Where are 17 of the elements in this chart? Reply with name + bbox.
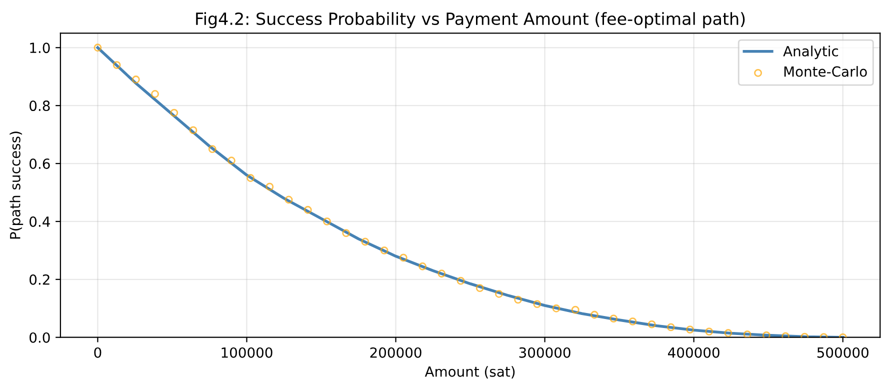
y-tick-label: 1.0	[30, 42, 50, 54]
x-axis-title: Amount (sat)	[424, 366, 515, 378]
x-tick-label: 0	[94, 347, 102, 358]
x-tick-label: 300000	[519, 347, 570, 358]
x-tick-label: 100000	[222, 347, 272, 358]
legend-label: Analytic	[783, 46, 838, 60]
legend-label: Monte-Carlo	[784, 66, 867, 77]
chart-title: Fig4.2: Success Probability vs Payment Amount (fee-optimal path)	[196, 12, 745, 28]
x-tick-label: 500000	[817, 347, 868, 358]
y-tick-label: 0.2	[30, 274, 50, 285]
y-tick-label: 0.0	[30, 332, 50, 343]
y-tick-label: 0.8	[30, 100, 50, 112]
x-tick-label: 400000	[668, 347, 720, 358]
x-tick-label: 200000	[370, 347, 422, 358]
y-tick-label: 0.4	[30, 216, 50, 227]
y-axis-title: P(path success)	[10, 132, 24, 239]
y-tick-label: 0.6	[30, 158, 50, 169]
